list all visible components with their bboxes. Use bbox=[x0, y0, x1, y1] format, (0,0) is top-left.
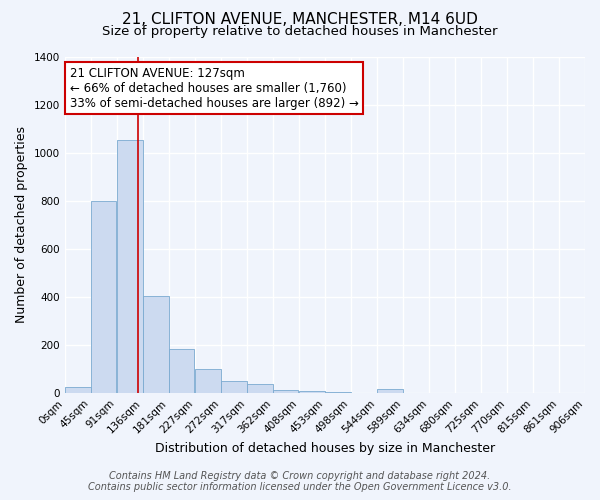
X-axis label: Distribution of detached houses by size in Manchester: Distribution of detached houses by size … bbox=[155, 442, 495, 455]
Bar bbox=[117, 140, 143, 394]
Bar bbox=[65, 388, 91, 394]
Y-axis label: Number of detached properties: Number of detached properties bbox=[15, 126, 28, 324]
Text: 21 CLIFTON AVENUE: 127sqm
← 66% of detached houses are smaller (1,760)
33% of se: 21 CLIFTON AVENUE: 127sqm ← 66% of detac… bbox=[70, 66, 359, 110]
Text: 21, CLIFTON AVENUE, MANCHESTER, M14 6UD: 21, CLIFTON AVENUE, MANCHESTER, M14 6UD bbox=[122, 12, 478, 28]
Text: Size of property relative to detached houses in Manchester: Size of property relative to detached ho… bbox=[102, 25, 498, 38]
Bar bbox=[299, 391, 325, 394]
Bar bbox=[169, 349, 194, 394]
Bar bbox=[143, 296, 169, 394]
Bar bbox=[91, 201, 116, 394]
Text: Contains HM Land Registry data © Crown copyright and database right 2024.
Contai: Contains HM Land Registry data © Crown c… bbox=[88, 471, 512, 492]
Bar bbox=[325, 392, 350, 394]
Bar bbox=[221, 382, 247, 394]
Bar bbox=[377, 389, 403, 394]
Bar bbox=[272, 390, 298, 394]
Bar bbox=[195, 370, 221, 394]
Bar bbox=[350, 392, 377, 394]
Bar bbox=[247, 384, 272, 394]
